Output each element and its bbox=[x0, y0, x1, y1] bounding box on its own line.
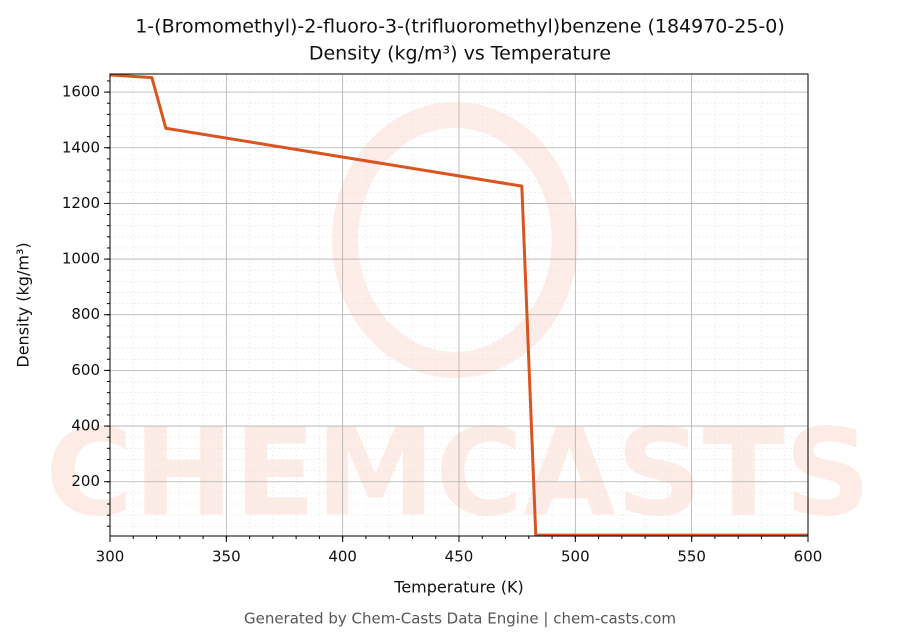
watermark-group: CHEMCASTS bbox=[45, 102, 871, 544]
chart-subtitle: Density (kg/m³) vs Temperature bbox=[309, 43, 611, 65]
watermark: CHEMCASTS bbox=[45, 405, 871, 544]
data-line bbox=[109, 73, 808, 537]
x-tick-label: 500 bbox=[561, 548, 590, 566]
x-tick-label: 550 bbox=[677, 548, 706, 566]
x-tick-label: 350 bbox=[212, 548, 241, 566]
x-axis-label: Temperature (K) bbox=[393, 578, 523, 597]
x-tick-label: 600 bbox=[794, 548, 823, 566]
y-tick-label: 1200 bbox=[62, 194, 100, 212]
x-tick-label: 300 bbox=[96, 548, 125, 566]
plot-frame bbox=[109, 73, 809, 537]
chart-title: 1-(Bromomethyl)-2-fluoro-3-(trifluoromet… bbox=[135, 16, 785, 38]
y-tick-label: 200 bbox=[71, 472, 100, 490]
x-tick-label: 450 bbox=[445, 548, 474, 566]
y-tick-label: 1000 bbox=[62, 250, 100, 268]
x-tick-label: 400 bbox=[328, 548, 357, 566]
footer: Generated by Chem-Casts Data Engine | ch… bbox=[244, 610, 676, 628]
y-axis-label: Density (kg/m³) bbox=[14, 242, 33, 367]
y-tick-label: 1600 bbox=[62, 83, 100, 101]
y-tick-label: 600 bbox=[71, 361, 100, 379]
y-tick-label: 800 bbox=[71, 305, 100, 323]
y-tick-label: 400 bbox=[71, 417, 100, 435]
watermark-logo bbox=[332, 102, 578, 378]
y-tick-label: 1400 bbox=[62, 138, 100, 156]
